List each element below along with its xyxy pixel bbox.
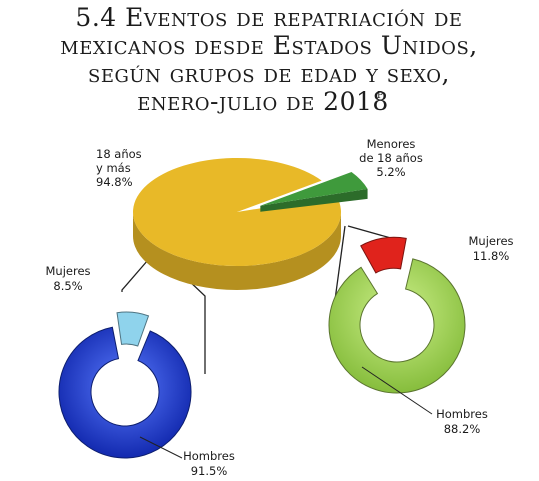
label-minors-hombres-value: 88.2%: [444, 422, 481, 436]
adults-donut-labels: Mujeres 8.5% Hombres 91.5%: [45, 264, 234, 478]
label-adults-hombres-value: 91.5%: [191, 464, 228, 478]
slice-minors-mujeres: [360, 236, 407, 274]
age-pie: [132, 157, 368, 290]
leader-lines: [139, 366, 433, 459]
chart-title: 5.4 Eventos de repatriación de mexicanos…: [60, 3, 477, 116]
slice-minors-hombres: [328, 258, 466, 394]
label-minors-hombres: Hombres: [436, 407, 488, 421]
label-minors-value: 5.2%: [376, 165, 405, 179]
title-line-1: 5.4 Eventos de repatriación de: [75, 3, 462, 32]
slice-adults-hombres: [58, 326, 192, 459]
label-adults-mujeres: Mujeres: [45, 264, 90, 278]
leader-adults-hombres: [139, 436, 183, 459]
label-adults-line2: y más: [96, 161, 131, 175]
label-minors-mujeres-value: 11.8%: [473, 249, 510, 263]
label-adults-mujeres-value: 8.5%: [53, 279, 82, 293]
label-minors-mujeres: Mujeres: [468, 234, 513, 248]
title-line-4: enero-julio de 2018: [137, 87, 389, 116]
label-adults-line1: 18 años: [96, 147, 142, 161]
label-minors-line1: Menores: [367, 137, 416, 151]
label-minors-line2: de 18 años: [359, 151, 423, 165]
title-line-2: mexicanos desde Estados Unidos,: [60, 31, 477, 60]
slice-minors: [260, 171, 368, 206]
connector-adults-right: [185, 277, 206, 374]
minors-donut-labels: Mujeres 11.8% Hombres 88.2%: [436, 234, 513, 436]
slice-minors-side: [260, 188, 368, 212]
label-adults-hombres: Hombres: [183, 449, 235, 463]
adults-sex-donut: [58, 311, 192, 459]
label-adults-value: 94.8%: [96, 175, 133, 189]
title-superscript: p: [377, 87, 384, 102]
connector-minors-left: [334, 225, 346, 301]
age-pie-labels: 18 años y más 94.8% Menores de 18 años 5…: [96, 137, 423, 189]
slice-adults-mujeres: [116, 311, 150, 347]
slice-adults: [132, 157, 341, 266]
title-line-3: según grupos de edad y sexo,: [88, 59, 450, 88]
leader-minors-hombres: [361, 366, 433, 415]
minors-sex-donut: [328, 236, 466, 394]
slice-adults-side: [133, 212, 341, 290]
connector-adults-left: [121, 259, 149, 292]
